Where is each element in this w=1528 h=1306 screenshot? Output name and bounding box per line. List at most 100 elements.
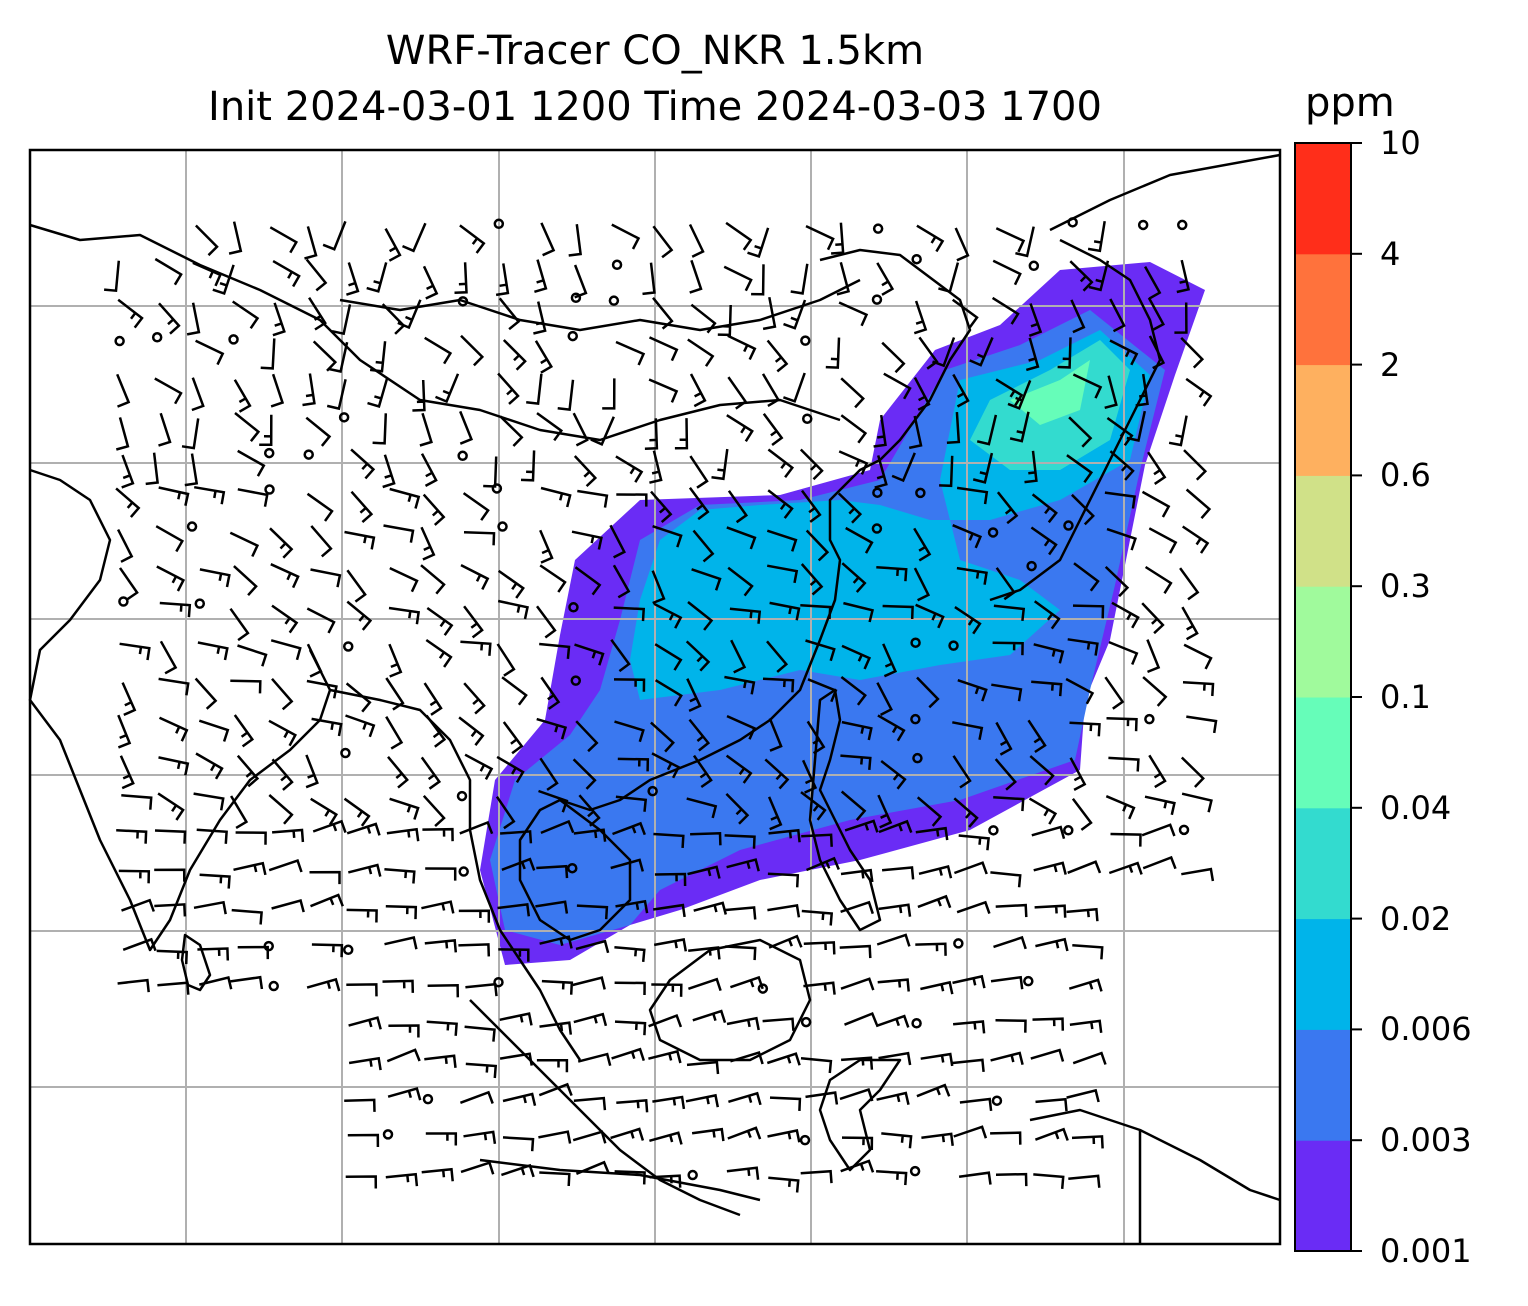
wind-barb [685,640,711,672]
wind-barb [916,796,943,827]
wind-barb [648,1049,682,1064]
wind-barb [384,867,416,884]
wind-barb [425,638,453,668]
wind-barb [800,1057,833,1074]
wind-barb [571,530,603,550]
wind-barb [689,259,703,294]
wind-barb [158,756,190,776]
wind-barb [268,794,294,825]
calm-wind-marker [800,1016,812,1028]
wind-barb [1033,861,1067,875]
wind-barb [881,341,906,374]
wind-barb [843,601,875,623]
calm-wind-marker [912,752,923,764]
calm-wind-marker [915,487,926,499]
wind-barb [557,379,575,411]
wind-barb [425,1132,458,1146]
calm-wind-marker [570,292,582,303]
wind-barb [350,490,374,524]
wind-barb [344,1098,376,1112]
wind-barb [387,756,409,789]
wind-barb [652,1095,686,1110]
wind-barb [260,338,276,370]
wind-barb [496,643,516,677]
wind-barb [462,492,490,521]
wind-barb [158,716,189,742]
wind-barb [195,224,219,257]
wind-barb [422,265,439,300]
wind-barb [465,1062,498,1079]
wind-barb [534,259,548,293]
wind-barb [234,412,261,442]
wind-barb [501,676,528,706]
wind-barb [691,568,722,591]
wind-barb [841,562,867,593]
colorbar-tick-label: 0.02 [1380,899,1452,938]
wind-barb [615,899,649,914]
wind-barb [156,949,189,965]
wind-barb [991,683,1023,702]
wind-barb [369,341,387,373]
wind-barb [402,222,427,253]
wind-barb [825,337,841,369]
wind-barb [1070,299,1086,334]
colorbar-tick-label: 0.3 [1380,567,1431,606]
wind-barb [972,452,994,484]
calm-wind-marker [911,253,922,265]
wind-barb [1186,715,1218,734]
wind-barb [921,1132,954,1146]
wind-barb [956,900,991,915]
wind-barb [612,821,646,836]
calm-wind-marker [1063,520,1074,531]
wind-barb [687,865,721,879]
wind-barb [611,1047,645,1061]
wind-barb [878,819,913,834]
wind-barb [116,529,134,563]
calm-wind-marker [910,713,921,725]
wind-barb [1025,337,1040,372]
wind-barb [367,377,389,408]
wind-barb [840,414,868,444]
wind-barb [158,677,190,696]
wind-barb [536,864,569,879]
wind-barb [577,1052,612,1067]
wind-barb [1104,375,1118,410]
wind-barb [1141,823,1176,837]
wind-barb [1069,757,1087,792]
calm-wind-marker [801,413,813,424]
coastline-borneo [648,938,812,1062]
wind-barb [969,337,994,367]
wind-barb [841,720,873,741]
calm-wind-marker [911,1018,922,1029]
wind-barb [993,935,1027,950]
wind-barb [117,714,132,749]
wind-barb [692,529,715,563]
wind-barb [1176,259,1191,294]
wind-barb [1033,600,1061,630]
wind-barb [345,714,376,738]
wind-barb [1135,373,1149,407]
wind-barb [807,678,838,703]
wind-barb [121,682,137,717]
wind-barb [535,605,557,639]
wind-barb [158,486,190,506]
wind-barb [916,676,940,709]
wind-barb [184,453,199,487]
wind-barb [711,448,729,481]
wind-barb [382,454,396,489]
wind-barb [616,493,648,507]
wind-barb [938,262,960,294]
wind-barb [841,1136,874,1151]
wind-barb [1185,488,1212,520]
wind-barb [235,831,267,845]
wind-barb [648,336,679,362]
wind-barb [117,298,144,329]
calm-wind-marker [871,523,883,534]
wind-barb [1106,416,1134,447]
wind-barb [502,339,527,371]
wind-barb [1031,493,1058,524]
wind-barb [574,643,605,666]
wind-barb [767,448,795,478]
calm-wind-marker [342,641,354,652]
wind-barb [460,563,490,590]
